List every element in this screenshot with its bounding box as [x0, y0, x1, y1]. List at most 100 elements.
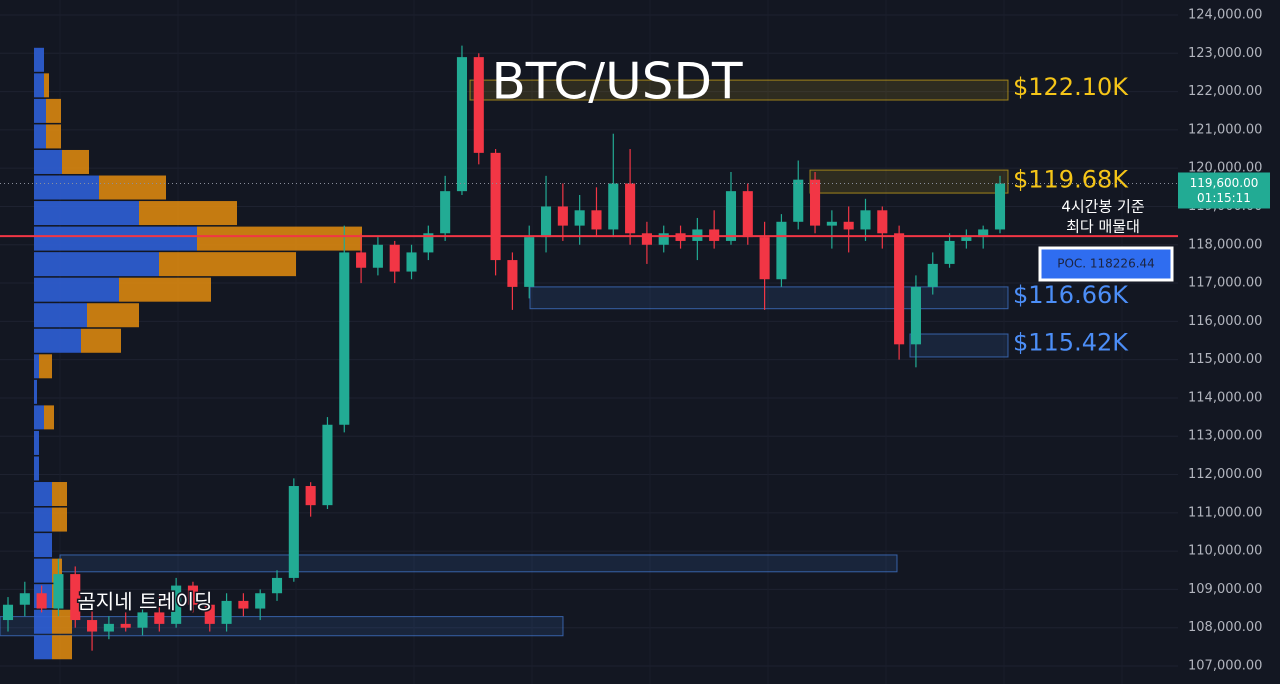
candle-body [19, 593, 30, 605]
profile-buy [34, 558, 52, 583]
candle-body [978, 229, 989, 238]
y-tick-label: 110,000.00 [1188, 544, 1262, 559]
profile-buy [34, 328, 81, 353]
candle-body [574, 210, 585, 226]
candle-body [221, 600, 232, 624]
profile-sell [87, 303, 139, 328]
y-tick-label: 118,000.00 [1188, 237, 1262, 252]
profile-buy [34, 201, 139, 226]
candle-body [2, 604, 14, 621]
candle-body [137, 612, 148, 628]
zone [0, 616, 564, 637]
zone-label: $116.66K [1013, 281, 1129, 309]
y-tick-label: 123,000.00 [1188, 46, 1262, 61]
profile-buy [34, 73, 44, 98]
profile-sell [46, 98, 61, 123]
profile-sell [44, 73, 49, 98]
candle-body [356, 252, 367, 268]
profile-buy [34, 609, 52, 634]
poc-box [1038, 246, 1174, 282]
y-tick-label: 115,000.00 [1188, 352, 1262, 367]
profile-sell [46, 124, 61, 149]
candle-body [810, 179, 821, 226]
candle-body [894, 233, 905, 345]
candle-body [339, 252, 350, 425]
candle-body [255, 593, 266, 609]
candle-body [826, 221, 837, 226]
candle-body [87, 620, 98, 632]
profile-buy [34, 277, 119, 302]
candle-body [154, 612, 165, 624]
candle-body [456, 57, 468, 192]
candle-body [187, 585, 198, 605]
candle-body [490, 152, 501, 261]
annotation: 4시간봉 기준 [1061, 198, 1145, 216]
profile-sell [62, 149, 89, 174]
candle-body [53, 574, 64, 609]
candle-body [557, 206, 568, 226]
profile-buy [34, 379, 37, 404]
y-tick-label: 116,000.00 [1188, 314, 1262, 329]
candle-body [961, 237, 972, 241]
candle-body [322, 424, 333, 506]
profile-sell [52, 635, 72, 660]
candle-body [271, 577, 283, 594]
last-price-label: 119,600.00 [1190, 176, 1259, 190]
y-tick-label: 114,000.00 [1188, 390, 1262, 405]
candle-body [120, 623, 131, 628]
candle-body [793, 179, 804, 222]
profile-buy [34, 635, 52, 660]
candle-body [389, 244, 400, 272]
y-tick-label: 108,000.00 [1188, 620, 1262, 635]
candle-body [70, 574, 81, 621]
candle-body [507, 260, 518, 287]
profile-sell [52, 482, 67, 507]
candle-body [204, 604, 215, 624]
zone-label: $122.10K [1013, 73, 1129, 101]
poc-label: POC. 118226.44 [1057, 257, 1155, 271]
profile-sell [52, 507, 67, 532]
zone [59, 554, 898, 573]
profile-sell [99, 175, 166, 200]
candle-body [540, 206, 552, 238]
zone [529, 286, 1009, 310]
watermark: 곰지네 트레이딩 [77, 590, 212, 614]
profile-sell [52, 558, 62, 583]
candle-body [860, 210, 871, 230]
candle-body [36, 593, 47, 609]
zone-label: $115.42K [1013, 329, 1129, 357]
candle-body [288, 486, 299, 578]
profile-buy [34, 303, 87, 328]
profile-buy [34, 175, 99, 200]
y-tick-label: 112,000.00 [1188, 467, 1262, 482]
y-tick-label: 120,000.00 [1188, 161, 1262, 176]
candle-body [372, 244, 383, 268]
profile-buy [34, 252, 159, 277]
candle-body [406, 252, 417, 272]
profile-buy [34, 98, 46, 123]
profile-buy [34, 405, 44, 430]
candle-body [423, 233, 434, 253]
candle-body [238, 600, 249, 609]
candle-body [625, 183, 636, 234]
profile-buy [34, 354, 39, 379]
candle-body [591, 210, 602, 230]
plot [0, 14, 1178, 667]
zone [909, 333, 1009, 358]
profile-buy [34, 430, 39, 455]
y-tick-label: 124,000.00 [1188, 8, 1262, 23]
annotation: 최다 매물대 [1066, 218, 1140, 236]
profile-sell [39, 354, 52, 379]
candle-body [440, 191, 451, 234]
candle-body [843, 221, 854, 230]
zone [809, 169, 1009, 194]
y-tick-label: 117,000.00 [1188, 276, 1262, 291]
y-tick-label: 107,000.00 [1188, 659, 1262, 674]
y-tick-label: 121,000.00 [1188, 122, 1262, 137]
profile-buy [34, 226, 197, 251]
y-tick-label: 109,000.00 [1188, 582, 1262, 597]
candle-body [742, 191, 753, 238]
chart-title: BTC/USDT [491, 53, 743, 111]
countdown: 01:15:11 [1197, 191, 1251, 205]
